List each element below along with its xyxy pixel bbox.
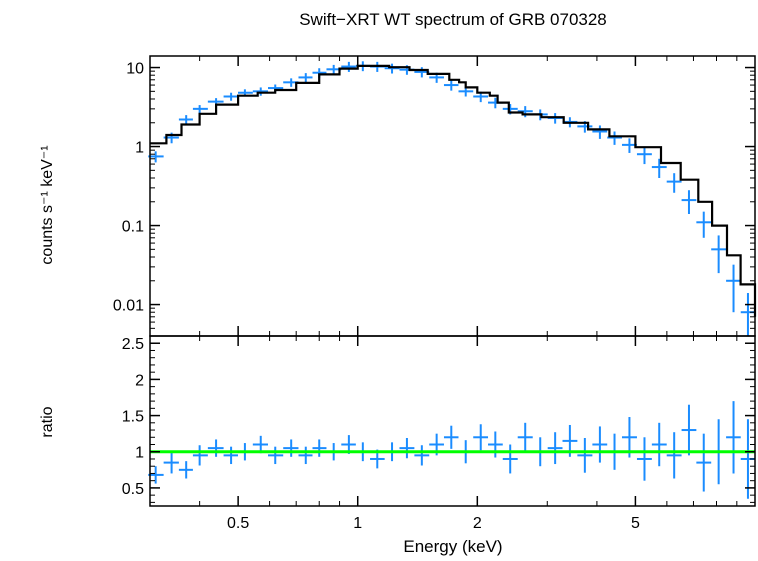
data-point bbox=[681, 404, 697, 456]
data-point bbox=[298, 73, 313, 83]
model-curve bbox=[150, 64, 757, 317]
data-point bbox=[283, 439, 299, 457]
data-point bbox=[696, 211, 712, 238]
data-point bbox=[163, 451, 179, 474]
y-tick-label: 1.5 bbox=[122, 409, 144, 426]
panel-spectrum: 0.01 0.1 1 10 bbox=[113, 55, 757, 337]
data-point bbox=[607, 131, 622, 145]
data-point bbox=[399, 438, 415, 459]
y-tick-label: 10 bbox=[126, 61, 144, 78]
data-point bbox=[502, 444, 518, 474]
y-tick-label: 2 bbox=[135, 372, 144, 389]
data-point bbox=[223, 446, 238, 465]
data-point bbox=[192, 105, 208, 114]
data-point bbox=[651, 158, 667, 178]
data-point bbox=[148, 151, 164, 163]
data-point bbox=[726, 401, 741, 474]
data-point bbox=[207, 439, 224, 457]
data-point bbox=[298, 446, 313, 465]
data-point bbox=[711, 235, 727, 274]
y-axis-label-ratio: ratio bbox=[39, 406, 56, 437]
panel-frame bbox=[149, 335, 756, 507]
data-point bbox=[414, 445, 430, 466]
x-tick-label: 5 bbox=[631, 515, 640, 532]
data-point bbox=[577, 438, 593, 473]
data-point bbox=[178, 461, 193, 479]
data-point bbox=[148, 466, 164, 484]
y-tick-label: 0.01 bbox=[113, 298, 144, 315]
y-tick-label: 1 bbox=[135, 445, 144, 462]
data-point bbox=[223, 92, 238, 101]
data-point bbox=[178, 115, 193, 125]
data-point bbox=[592, 426, 608, 463]
y-tick-label: 2.5 bbox=[122, 336, 144, 353]
x-tick-label: 1 bbox=[353, 515, 362, 532]
data-point bbox=[651, 422, 667, 467]
y-axis-label-spectrum: counts s⁻¹ keV⁻¹ bbox=[39, 145, 56, 264]
data-point bbox=[666, 432, 682, 479]
data-point bbox=[726, 264, 741, 313]
data-point bbox=[547, 432, 563, 465]
y-tick-label: 1 bbox=[135, 140, 144, 157]
data-point bbox=[312, 439, 327, 457]
x-axis-label: Energy (keV) bbox=[403, 537, 502, 556]
data-point bbox=[636, 437, 652, 481]
panel-ratio: 0.5 1 1.5 2 2.5 bbox=[122, 335, 756, 507]
data-point bbox=[443, 80, 459, 91]
chart-marks: 0.01 0.1 1 10 0.5 1 1.5 2 2.5 0.5 1 2 5 bbox=[113, 55, 757, 532]
x-tick-label: 0.5 bbox=[227, 515, 249, 532]
data-point bbox=[666, 173, 682, 193]
data-point bbox=[192, 445, 208, 466]
data-point bbox=[636, 146, 652, 165]
y-tick-label: 0.5 bbox=[122, 481, 144, 498]
data-point bbox=[473, 424, 489, 451]
data-point bbox=[341, 61, 356, 72]
x-tick-label: 2 bbox=[473, 515, 482, 532]
data-point bbox=[681, 190, 697, 215]
chart-title: Swift−XRT WT spectrum of GRB 070328 bbox=[299, 10, 607, 29]
data-point bbox=[696, 433, 712, 492]
data-point bbox=[252, 87, 268, 96]
data-point bbox=[592, 125, 608, 139]
data-point bbox=[443, 425, 459, 449]
y-tick-label: 0.1 bbox=[122, 219, 144, 236]
data-point bbox=[267, 446, 284, 465]
data-point bbox=[517, 422, 533, 452]
